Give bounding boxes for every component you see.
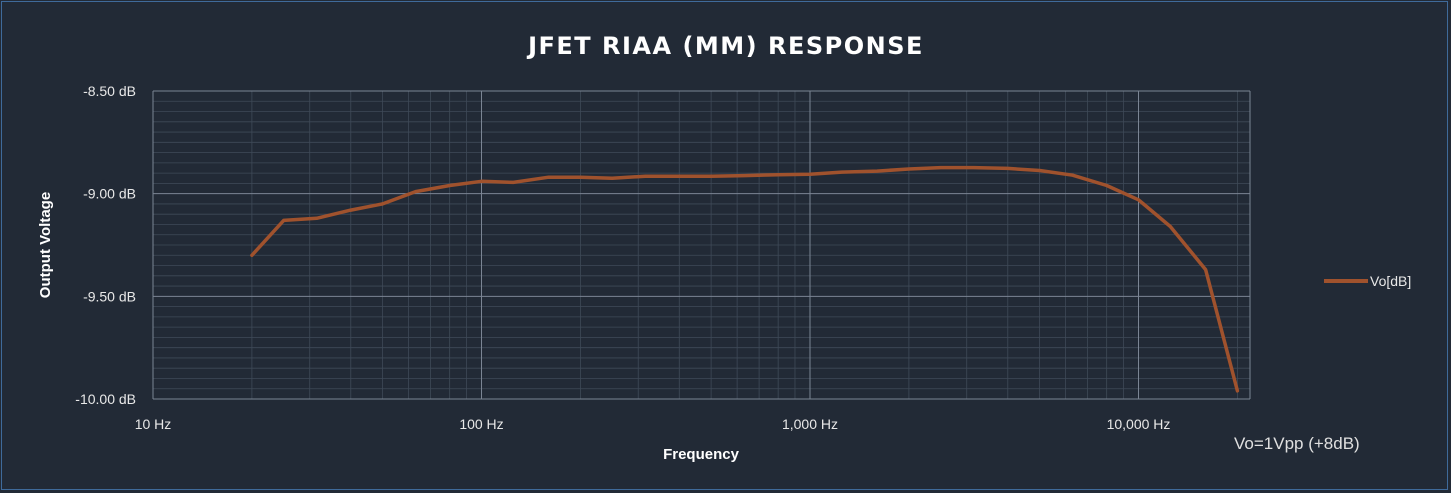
x-tick-label: 1,000 Hz	[782, 416, 838, 432]
x-tick-label: 10 Hz	[135, 416, 172, 432]
y-axis-tick-labels: -8.50 dB -9.00 dB -9.50 dB -10.00 dB	[75, 83, 136, 407]
y-axis-title: Output Voltage	[37, 192, 54, 298]
x-axis-title: Frequency	[663, 446, 740, 463]
x-tick-label: 100 Hz	[459, 416, 503, 432]
y-tick-label: -10.00 dB	[75, 391, 136, 407]
chart-title: JFET RIAA (MM) RESPONSE	[526, 32, 924, 60]
x-tick-label: 10,000 Hz	[1107, 416, 1171, 432]
legend: Vo[dB]	[1324, 273, 1411, 289]
series-line-vo-db	[250, 165, 1240, 393]
series-layer	[250, 165, 1240, 393]
minor-gridlines	[153, 91, 1250, 399]
legend-label-vo-db: Vo[dB]	[1370, 273, 1411, 289]
y-tick-label: -8.50 dB	[83, 83, 136, 99]
y-tick-label: -9.00 dB	[83, 186, 136, 202]
y-tick-label: -9.50 dB	[83, 288, 136, 304]
major-gridlines	[152, 90, 1251, 400]
x-axis-tick-labels: 10 Hz 100 Hz 1,000 Hz 10,000 Hz	[135, 416, 1171, 432]
voltage-note: Vo=1Vpp (+8dB)	[1234, 434, 1360, 453]
